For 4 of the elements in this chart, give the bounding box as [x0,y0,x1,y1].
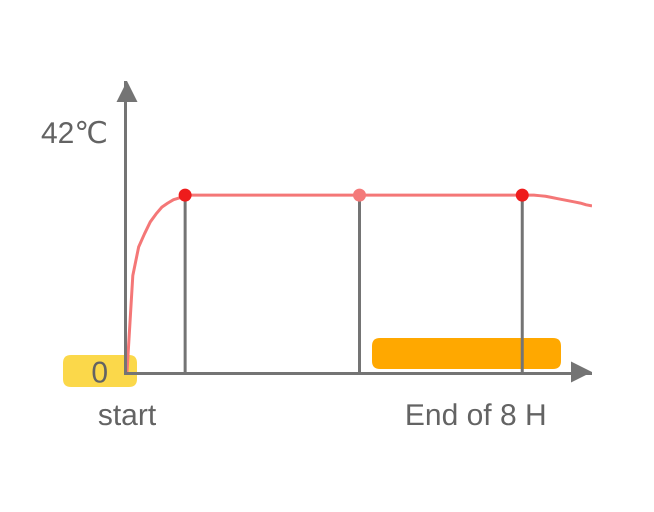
x-tick-label: End of 8 H [404,399,547,432]
y-tick-label: 0 [91,356,108,390]
y-tick-label: 42℃ [40,116,108,150]
x-tick-label: start [98,399,157,432]
